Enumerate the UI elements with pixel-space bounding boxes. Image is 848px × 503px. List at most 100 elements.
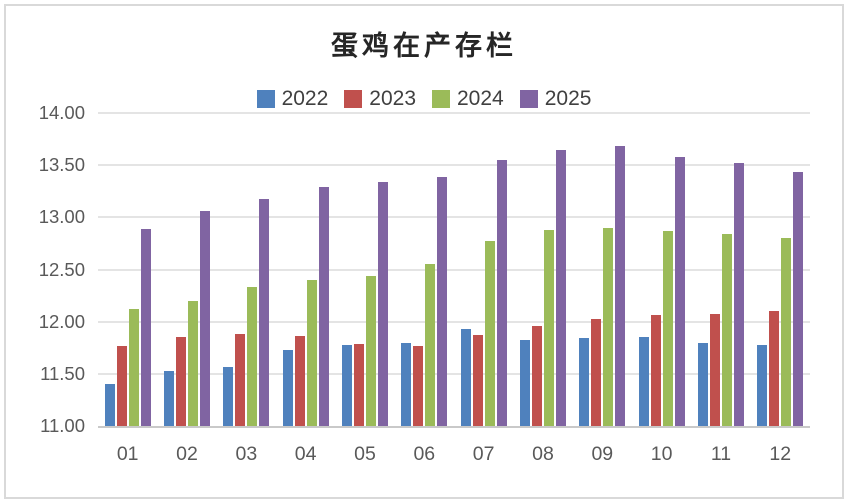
- x-axis-tick-label: 09: [591, 443, 614, 465]
- bar-group-11: 11: [691, 113, 750, 465]
- x-axis-tick-label: 01: [116, 443, 139, 465]
- bar-2025-01[interactable]: [140, 228, 151, 426]
- legend-swatch-2025: [519, 89, 538, 108]
- bar-2022-10[interactable]: [638, 337, 649, 426]
- y-axis-tick-label: 12.50: [38, 258, 85, 280]
- x-axis-tick-label: 04: [294, 443, 317, 465]
- x-axis-tick-label: 11: [710, 443, 732, 465]
- legend: 2022 2023 2024 2025: [0, 88, 848, 109]
- legend-item-2024[interactable]: 2024: [432, 88, 504, 109]
- bar-2024-08[interactable]: [543, 229, 554, 426]
- bar-group-01: 01: [98, 113, 157, 465]
- legend-item-2023[interactable]: 2023: [344, 88, 416, 109]
- bar-group-02: 02: [157, 113, 216, 465]
- plot-area: 14.00 13.50 13.00 12.50 12.00 11.50 11.00 01 02…: [39, 102, 810, 465]
- bar-2025-09[interactable]: [615, 146, 626, 426]
- x-axis-tick-label: 02: [176, 443, 198, 465]
- bar-group-08: 08: [513, 113, 572, 465]
- legend-item-2025[interactable]: 2025: [519, 87, 592, 110]
- bar-2023-03[interactable]: [235, 334, 246, 426]
- gridline: [98, 372, 810, 375]
- bar-2024-03[interactable]: [247, 287, 258, 426]
- legend-label: 2022: [281, 87, 329, 110]
- bar-groups: 01 02 03 04 05 06 07 08 09 10 11 12: [98, 113, 810, 465]
- bar-2025-05[interactable]: [377, 181, 388, 426]
- bar-2024-10[interactable]: [662, 230, 673, 426]
- y-axis-tick-label: 11.00: [40, 415, 85, 436]
- bar-2024-12[interactable]: [781, 238, 792, 426]
- legend-label: 2024: [457, 87, 504, 110]
- legend-item-2022[interactable]: 2022: [256, 87, 329, 110]
- bar-2023-05[interactable]: [353, 343, 364, 426]
- bar-2023-09[interactable]: [591, 318, 602, 426]
- bar-2025-04[interactable]: [318, 187, 329, 426]
- chart-title: 蛋鸡在产存栏: [331, 31, 517, 61]
- bar-2022-11[interactable]: [697, 342, 708, 426]
- y-axis-tick-label: 13.00: [38, 206, 85, 228]
- x-axis-tick-label: 08: [532, 443, 554, 465]
- bar-2022-09[interactable]: [579, 338, 590, 426]
- bar-2022-03[interactable]: [223, 366, 234, 426]
- bar-2025-06[interactable]: [437, 176, 448, 426]
- x-axis-tick-label: 03: [235, 443, 258, 465]
- legend-swatch-2023: [344, 89, 363, 108]
- bar-2025-08[interactable]: [555, 149, 566, 426]
- bar-2022-05[interactable]: [341, 344, 352, 426]
- bar-2023-01[interactable]: [116, 345, 127, 426]
- x-axis-tick-label: 10: [650, 443, 673, 465]
- bar-2023-11[interactable]: [709, 314, 720, 426]
- bar-group-03: 03: [217, 113, 276, 465]
- bar-group-12: 12: [751, 113, 810, 465]
- bar-2022-06[interactable]: [401, 342, 412, 426]
- bar-group-06: 06: [395, 113, 454, 465]
- bar-group-09: 09: [573, 113, 632, 465]
- legend-swatch-2022: [256, 89, 275, 108]
- legend-label: 2023: [369, 87, 416, 110]
- bar-2024-07[interactable]: [484, 241, 495, 426]
- bar-2025-10[interactable]: [674, 156, 685, 426]
- bar-2024-09[interactable]: [603, 227, 614, 426]
- bar-2023-02[interactable]: [175, 337, 186, 426]
- bar-2024-11[interactable]: [721, 234, 732, 426]
- bar-2024-02[interactable]: [187, 300, 198, 426]
- bar-2025-02[interactable]: [199, 211, 210, 426]
- bar-2023-06[interactable]: [413, 345, 424, 426]
- bar-2025-12[interactable]: [793, 172, 804, 426]
- x-axis-tick-label: 12: [769, 443, 792, 465]
- bar-group-10: 10: [632, 113, 691, 465]
- y-axis-tick-label: 11.50: [40, 362, 85, 384]
- bar-2024-06[interactable]: [425, 264, 436, 426]
- legend-label: 2025: [544, 87, 592, 110]
- bar-2022-01[interactable]: [104, 384, 115, 426]
- bar-2022-12[interactable]: [757, 344, 768, 426]
- bar-2025-07[interactable]: [496, 159, 507, 426]
- gridline: [98, 320, 810, 323]
- x-axis-tick-label: 06: [413, 443, 436, 465]
- gridline: [98, 268, 810, 271]
- bar-2023-07[interactable]: [472, 335, 483, 426]
- bar-2022-02[interactable]: [163, 370, 174, 426]
- bar-group-04: 04: [276, 113, 335, 465]
- bar-2023-12[interactable]: [769, 311, 780, 426]
- x-axis-tick-label: 07: [472, 443, 495, 465]
- bar-2023-08[interactable]: [531, 325, 542, 426]
- bar-2024-04[interactable]: [306, 279, 317, 426]
- bar-group-05: 05: [335, 113, 394, 465]
- bar-2023-10[interactable]: [650, 315, 661, 426]
- gridline: [98, 216, 810, 219]
- bar-2022-07[interactable]: [460, 328, 471, 426]
- legend-swatch-2024: [432, 89, 450, 108]
- y-axis-tick-label: 14.00: [38, 102, 85, 123]
- y-axis-tick-label: 13.50: [38, 154, 85, 176]
- bar-2022-04[interactable]: [282, 349, 293, 426]
- bar-2023-04[interactable]: [294, 336, 305, 426]
- bar-group-07: 07: [454, 113, 513, 465]
- bar-2024-05[interactable]: [365, 275, 376, 426]
- gridline: [98, 112, 810, 114]
- bar-2025-03[interactable]: [259, 198, 270, 426]
- bar-2022-08[interactable]: [519, 340, 530, 426]
- y-axis-tick-label: 12.00: [38, 310, 85, 332]
- bar-2025-11[interactable]: [733, 163, 744, 426]
- bar-2024-01[interactable]: [128, 309, 139, 426]
